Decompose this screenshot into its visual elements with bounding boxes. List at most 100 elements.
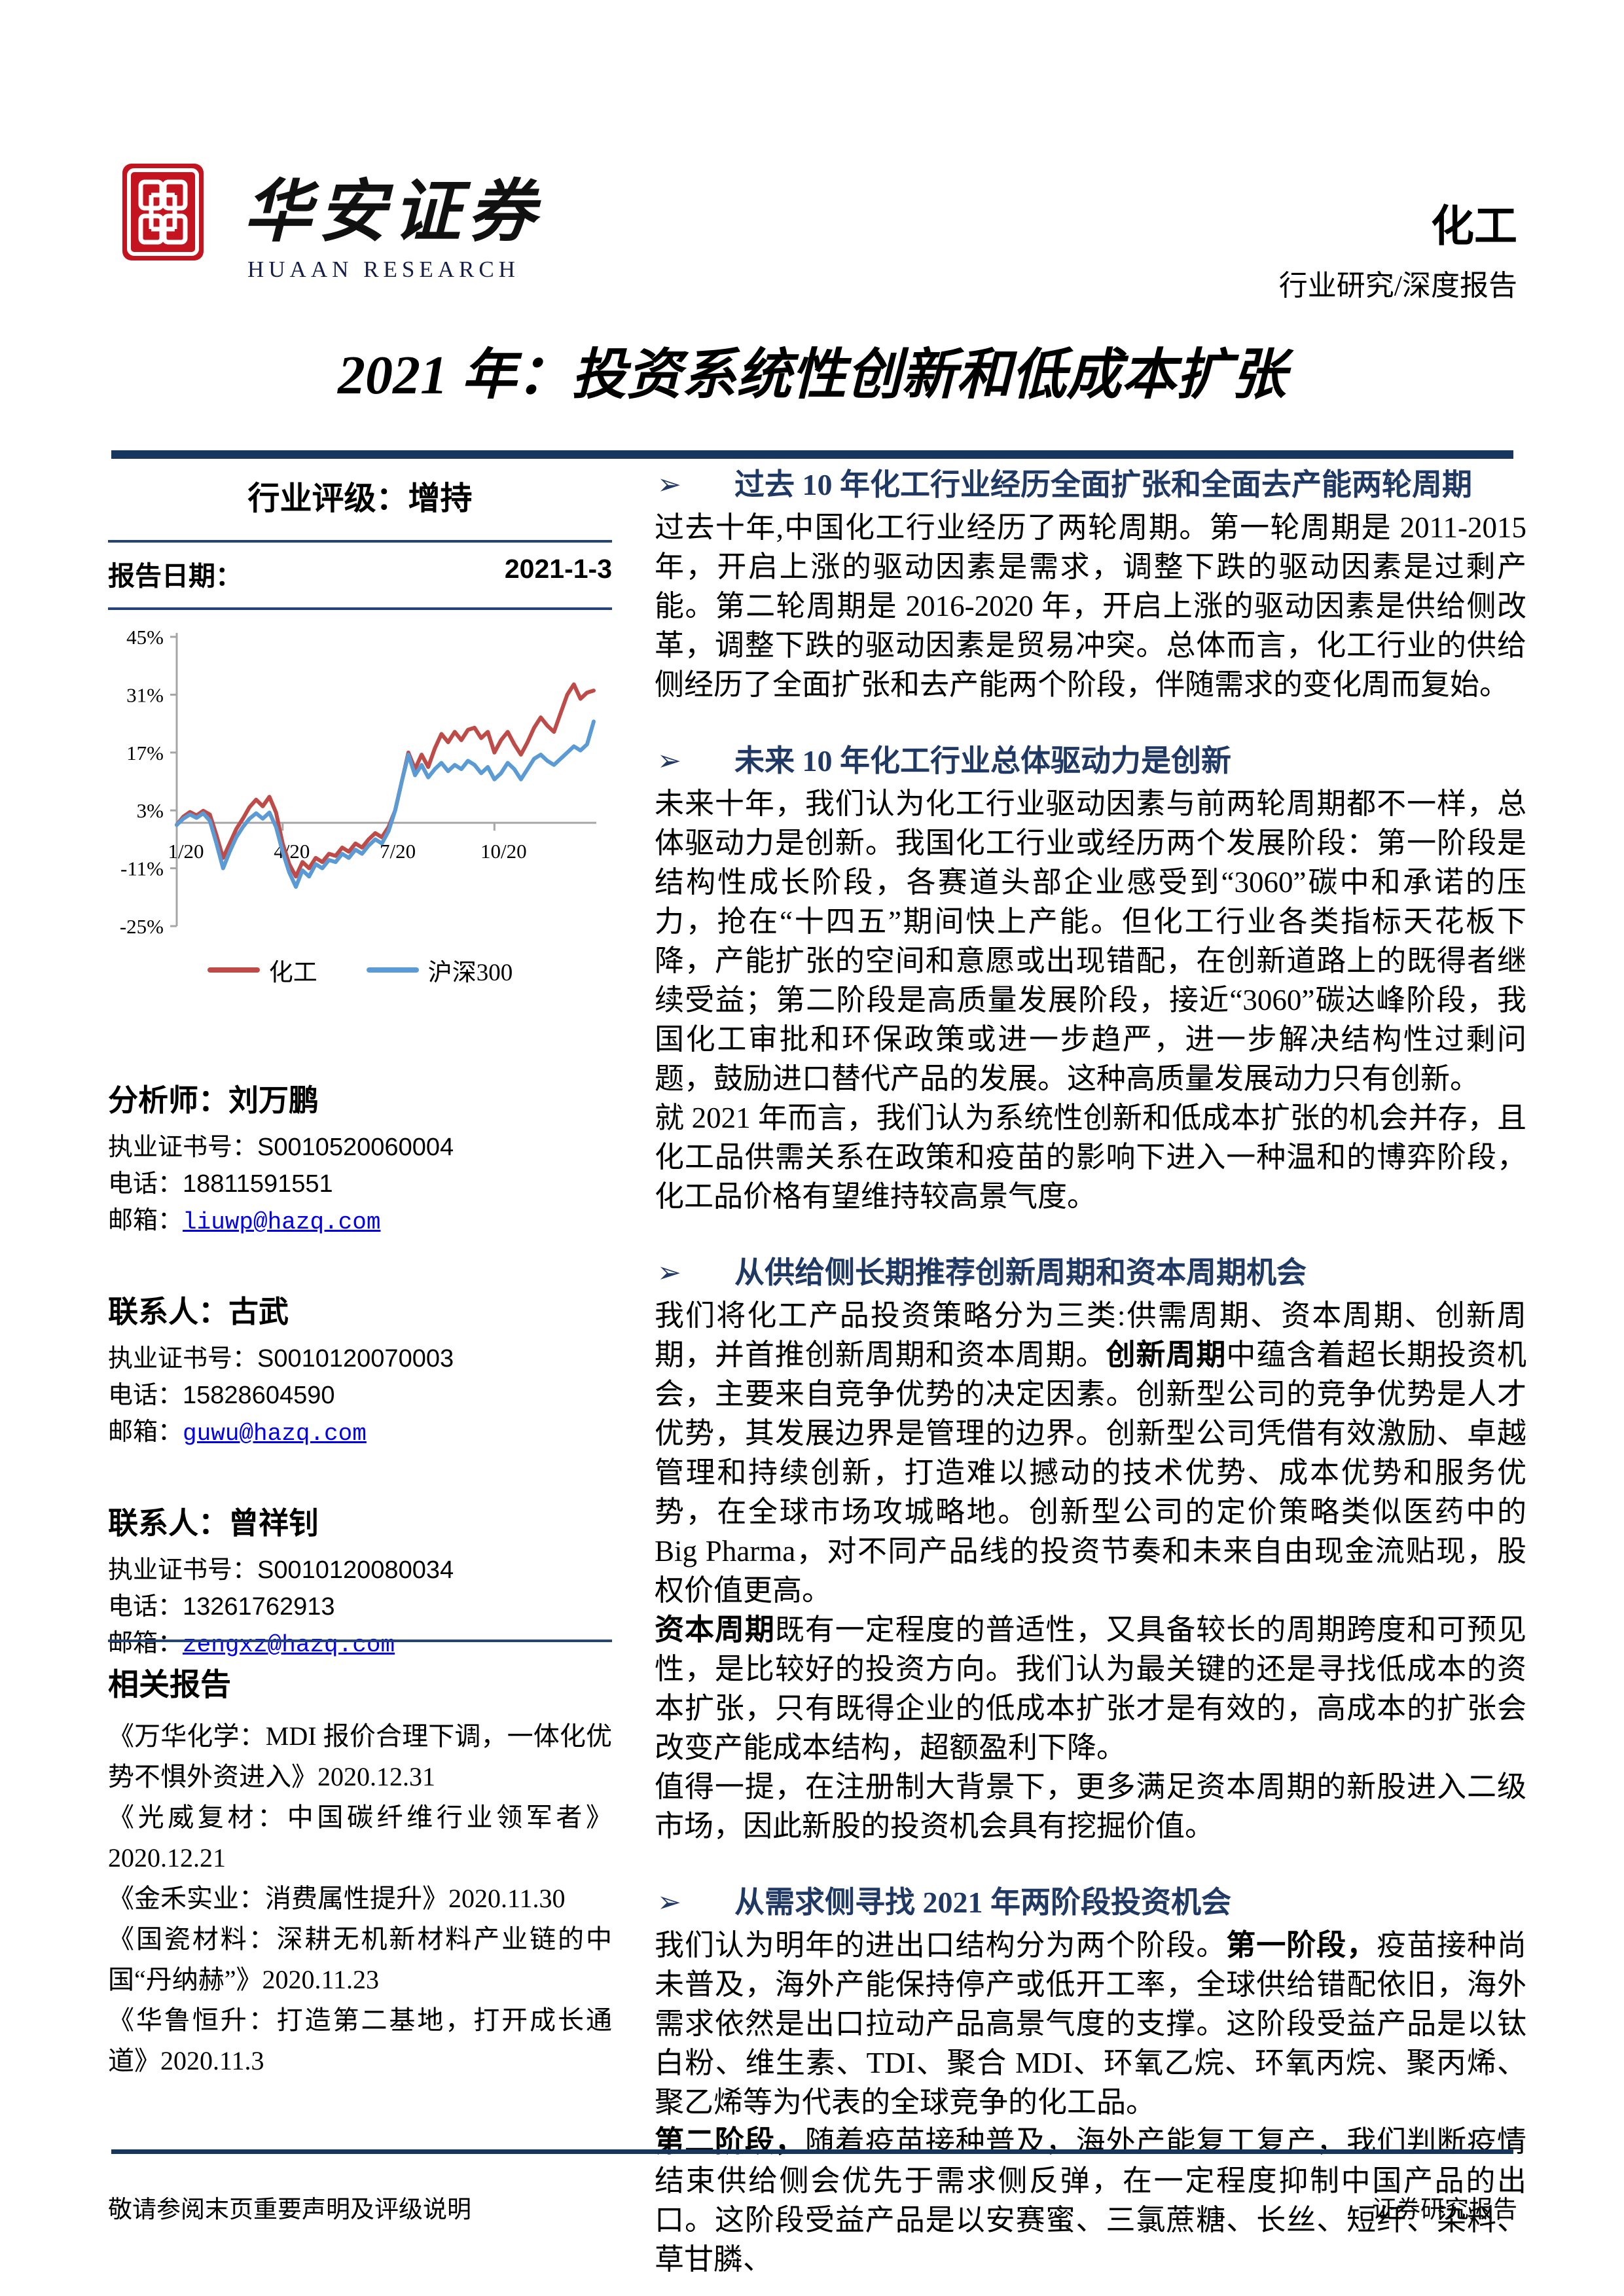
cert-label: 执业证书号：: [108, 1556, 258, 1584]
report-date-row: 报告日期： 2021-1-3: [108, 554, 612, 593]
section-heading: ➢ 从供给侧长期推荐创新周期和资本周期机会: [655, 1253, 1526, 1293]
body-paragraph: 我们将化工产品投资策略分为三类:供需周期、资本周期、创新周期，并首推创新周期和资…: [655, 1299, 1526, 1607]
analyst-info: 分析师：刘万鹏 执业证书号：S0010520060004 电话：18811591…: [108, 1077, 612, 1711]
phone-label: 电话：: [108, 1170, 183, 1198]
footer-disclaimer: 敬请参阅末页重要声明及评级说明: [108, 2197, 471, 2223]
phone-value: 15828604590: [183, 1382, 335, 1409]
brand-name-cn: 华安证券: [244, 175, 543, 250]
svg-text:-25%: -25%: [120, 915, 164, 938]
brand-name-en: HUAAN RESEARCH: [247, 257, 520, 282]
svg-text:7/20: 7/20: [380, 840, 416, 863]
phone-label: 电话：: [108, 1382, 183, 1409]
email-link[interactable]: liuwp@hazq.com: [183, 1209, 381, 1236]
footer-divider-bar: [111, 2149, 1513, 2154]
page-title: 2021 年：投资系统性创新和低成本扩张: [337, 345, 1286, 406]
contact-block: 联系人：曾祥钊 执业证书号：S0010120080034 电话：13261762…: [108, 1499, 612, 1664]
arrow-bullet-icon: ➢: [657, 745, 681, 777]
contact-block: 联系人：古武 执业证书号：S0010120070003 电话：158286045…: [108, 1288, 612, 1452]
cert-row: 执业证书号：S0010120080034: [108, 1552, 612, 1588]
legend-swatch-chemical: [207, 967, 260, 973]
legend-item-chemical: 化工: [207, 952, 317, 988]
huaan-seal-logo: [121, 158, 205, 266]
cert-row: 执业证书号：S0010520060004: [108, 1129, 612, 1166]
section: ➢ 从供给侧长期推荐创新周期和资本周期机会 我们将化工产品投资策略分为三类:供需…: [655, 1253, 1526, 1846]
section-heading: ➢ 从需求侧寻找 2021 年两阶段投资机会: [655, 1882, 1526, 1923]
phone-row: 电话：15828604590: [108, 1377, 612, 1414]
report-date-value: 2021-1-3: [504, 554, 612, 584]
report-body: ➢ 过去 10 年化工行业经历全面扩张和全面去产能两轮周期 过去十年,中国化工行…: [655, 465, 1526, 2279]
section-heading-text: 从需求侧寻找 2021 年两阶段投资机会: [734, 1886, 1231, 1919]
legend-label-chemical: 化工: [268, 960, 317, 986]
contact-name: 联系人：曾祥钊: [108, 1507, 319, 1540]
arrow-bullet-icon: ➢: [657, 469, 681, 501]
phone-row: 电话：18811591551: [108, 1166, 612, 1202]
list-item: 《金禾实业：消费属性提升》2020.11.30: [108, 1884, 566, 1913]
analyst-block: 分析师：刘万鹏 执业证书号：S0010520060004 电话：18811591…: [108, 1077, 612, 1241]
analyst-name: 分析师：刘万鹏: [108, 1084, 319, 1117]
email-row: 邮箱：liuwp@hazq.com: [108, 1202, 612, 1241]
divider: [108, 607, 612, 610]
section-heading-text: 过去 10 年化工行业经历全面扩张和全面去产能两轮周期: [734, 468, 1472, 501]
legend-label-hs300: 沪深300: [427, 960, 513, 986]
industry-label: 化工: [1431, 203, 1517, 251]
phone-row: 电话：13261762913: [108, 1588, 612, 1625]
cert-row: 执业证书号：S0010120070003: [108, 1340, 612, 1377]
section: ➢ 未来 10 年化工行业总体驱动力是创新 未来十年，我们认为化工行业驱动因素与…: [655, 741, 1526, 1216]
svg-text:10/20: 10/20: [480, 840, 527, 863]
body-paragraph: 资本周期既有一定程度的普适性，又具备较长的周期跨度和可预见性，是比较好的投资方向…: [655, 1613, 1526, 1764]
performance-chart-svg: 45%31%17%3%-11%-25%1/20 4/20 7/20 10/20: [120, 626, 596, 938]
phone-label: 电话：: [108, 1593, 183, 1621]
section: ➢ 过去 10 年化工行业经历全面扩张和全面去产能两轮周期 过去十年,中国化工行…: [655, 465, 1526, 704]
body-paragraph: 未来十年，我们认为化工行业驱动因素与前两轮周期都不一样，总体驱动力是创新。我国化…: [655, 787, 1526, 1095]
svg-text:31%: 31%: [126, 683, 164, 706]
related-reports-heading: 相关报告: [108, 1668, 231, 1702]
svg-text:17%: 17%: [126, 742, 164, 764]
divider: [108, 1640, 612, 1642]
body-paragraph: 我们认为明年的进出口结构分为两个阶段。第一阶段，疫苗接种尚未普及，海外产能保持停…: [655, 1929, 1526, 2119]
section-heading: ➢ 未来 10 年化工行业总体驱动力是创新: [655, 741, 1526, 781]
arrow-bullet-icon: ➢: [657, 1886, 681, 1918]
email-link[interactable]: guwu@hazq.com: [183, 1420, 367, 1447]
list-item: 《光威复材：中国碳纤维行业领军者》2020.12.21: [108, 1803, 612, 1873]
chart-legend: 化工 沪深300: [108, 952, 612, 988]
title-divider-bar: [111, 450, 1513, 459]
footer-doc-type: 证券研究报告: [1372, 2197, 1517, 2223]
phone-value: 18811591551: [183, 1170, 333, 1198]
phone-value: 13261762913: [183, 1593, 335, 1621]
email-link[interactable]: zengxz@hazq.com: [183, 1632, 395, 1659]
list-item: 《万华化学：MDI 报价合理下调，一体化优势不惧外资进入》2020.12.31: [108, 1721, 612, 1791]
contact-name: 联系人：古武: [108, 1295, 289, 1329]
cert-value: S0010120080034: [257, 1556, 454, 1584]
report-type-label: 行业研究/深度报告: [1278, 270, 1517, 302]
svg-text:1/20: 1/20: [168, 840, 204, 863]
body-paragraph: 就 2021 年而言，我们认为系统性创新和低成本扩张的机会并存，且化工品供需关系…: [655, 1102, 1526, 1213]
body-paragraph: 过去十年,中国化工行业经历了两轮周期。第一轮周期是 2011-2015 年，开启…: [655, 511, 1526, 701]
svg-text:3%: 3%: [137, 799, 164, 822]
divider: [108, 540, 612, 543]
email-row: 邮箱：zengxz@hazq.com: [108, 1625, 612, 1664]
svg-text:45%: 45%: [126, 626, 164, 649]
list-item: 《国瓷材料：深耕无机新材料产业链的中国“丹纳赫”》2020.11.23: [108, 1924, 612, 1994]
email-label: 邮箱：: [108, 1207, 183, 1234]
related-reports-list: 《万华化学：MDI 报价合理下调，一体化优势不惧外资进入》2020.12.31 …: [108, 1716, 612, 2081]
section: ➢ 从需求侧寻找 2021 年两阶段投资机会 我们认为明年的进出口结构分为两个阶…: [655, 1882, 1526, 2279]
arrow-bullet-icon: ➢: [657, 1257, 681, 1289]
email-label: 邮箱：: [108, 1630, 183, 1657]
section-heading: ➢ 过去 10 年化工行业经历全面扩张和全面去产能两轮周期: [655, 465, 1526, 505]
legend-item-hs300: 沪深300: [366, 952, 513, 988]
industry-rating: 行业评级：增持: [247, 480, 473, 516]
section-heading-text: 未来 10 年化工行业总体驱动力是创新: [734, 744, 1231, 778]
section-heading-text: 从供给侧长期推荐创新周期和资本周期机会: [734, 1256, 1307, 1289]
email-row: 邮箱：guwu@hazq.com: [108, 1414, 612, 1452]
email-label: 邮箱：: [108, 1418, 183, 1446]
list-item: 《华鲁恒升：打造第二基地，打开成长通道》2020.11.3: [108, 2005, 612, 2075]
svg-text:-11%: -11%: [120, 857, 164, 880]
cert-value: S0010120070003: [257, 1345, 454, 1372]
body-paragraph: 值得一提，在注册制大背景下，更多满足资本周期的新股进入二级市场，因此新股的投资机…: [655, 1770, 1526, 1842]
cert-label: 执业证书号：: [108, 1345, 258, 1372]
performance-chart: 45% 31% 17% 3% -11% -25% 1/20 4/20 7/20 10/20 化工 …: [108, 619, 612, 998]
cert-label: 执业证书号：: [108, 1134, 258, 1161]
report-date-label: 报告日期：: [108, 561, 242, 591]
legend-swatch-hs300: [366, 967, 419, 973]
cert-value: S0010520060004: [257, 1134, 454, 1161]
